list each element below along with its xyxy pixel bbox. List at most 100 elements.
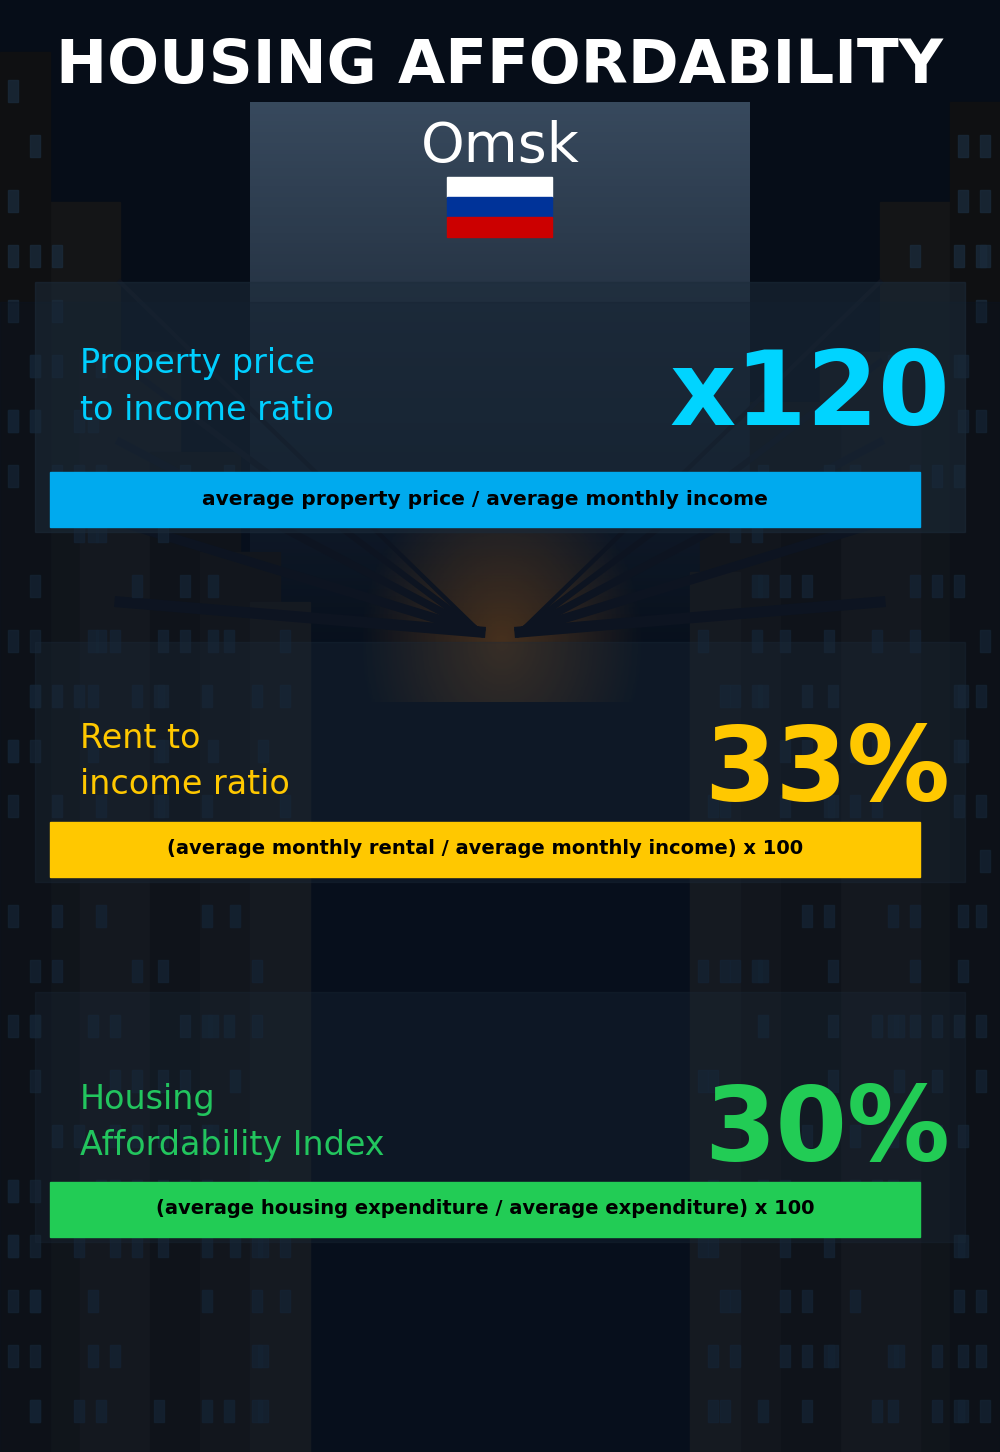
Bar — [96, 796, 106, 817]
Bar — [976, 1070, 986, 1092]
Bar — [0, 202, 120, 1452]
Bar — [780, 630, 790, 652]
Bar — [132, 1180, 142, 1202]
Bar — [30, 741, 40, 762]
Bar — [802, 1345, 812, 1366]
Bar — [35, 642, 965, 881]
Bar — [180, 575, 190, 597]
Bar — [208, 630, 218, 652]
Bar — [980, 135, 990, 157]
Bar — [74, 1400, 84, 1422]
Text: x120: x120 — [669, 347, 950, 447]
Bar — [8, 301, 18, 322]
Bar — [52, 796, 62, 817]
Bar — [208, 575, 218, 597]
Bar — [802, 849, 812, 873]
Bar — [910, 245, 920, 267]
Bar — [828, 796, 838, 817]
Bar — [958, 1236, 968, 1257]
Bar — [150, 452, 240, 1452]
Bar — [280, 685, 290, 707]
Bar — [52, 849, 62, 873]
Bar — [30, 1289, 40, 1313]
Bar — [954, 245, 964, 267]
Bar — [132, 849, 142, 873]
Bar — [824, 905, 834, 926]
Bar — [872, 741, 882, 762]
Bar — [980, 190, 990, 212]
Bar — [88, 1345, 98, 1366]
Bar — [96, 905, 106, 926]
Bar — [780, 1289, 790, 1313]
Bar — [132, 1236, 142, 1257]
Bar — [8, 190, 18, 212]
Bar — [752, 741, 762, 762]
Bar — [958, 960, 968, 982]
Bar — [910, 465, 920, 486]
Text: 30%: 30% — [704, 1082, 950, 1182]
Bar — [720, 685, 730, 707]
Bar — [872, 1180, 882, 1202]
Bar — [950, 102, 1000, 1452]
Bar — [828, 1345, 838, 1366]
Bar — [110, 1070, 120, 1092]
Bar — [708, 1345, 718, 1366]
Bar — [252, 1345, 262, 1366]
Bar — [224, 1400, 234, 1422]
Bar — [30, 685, 40, 707]
Bar — [976, 1015, 986, 1037]
Bar — [258, 1400, 268, 1422]
Text: (average monthly rental / average monthly income) x 100: (average monthly rental / average monthl… — [167, 839, 803, 858]
Bar — [50, 1182, 920, 1237]
Bar — [958, 741, 968, 762]
Bar — [52, 1125, 62, 1147]
Bar — [202, 1400, 212, 1422]
Bar — [932, 1400, 942, 1422]
Bar — [980, 245, 990, 267]
Bar — [96, 520, 106, 542]
Bar — [758, 575, 768, 597]
Bar — [850, 1180, 860, 1202]
Bar — [202, 1180, 212, 1202]
Bar — [208, 741, 218, 762]
Bar — [980, 1400, 990, 1422]
Bar — [802, 741, 812, 762]
Bar — [708, 1236, 718, 1257]
Bar — [252, 960, 262, 982]
Bar — [976, 685, 986, 707]
Bar — [74, 520, 84, 542]
Bar — [88, 520, 98, 542]
Bar — [958, 1345, 968, 1366]
Bar — [758, 960, 768, 982]
Bar — [828, 685, 838, 707]
Bar — [158, 685, 168, 707]
Bar — [154, 1400, 164, 1422]
Bar — [932, 575, 942, 597]
Bar — [850, 465, 860, 486]
Bar — [154, 685, 164, 707]
Bar — [202, 796, 212, 817]
Bar — [158, 1125, 168, 1147]
Bar — [258, 1236, 268, 1257]
Bar — [158, 796, 168, 817]
Bar — [30, 1070, 40, 1092]
Bar — [52, 905, 62, 926]
Bar — [730, 960, 740, 982]
Bar — [708, 1070, 718, 1092]
Bar — [252, 1400, 262, 1422]
Bar — [828, 1015, 838, 1037]
Bar — [8, 796, 18, 817]
Bar — [180, 1180, 190, 1202]
Bar — [202, 1015, 212, 1037]
Bar — [954, 1400, 964, 1422]
Bar — [894, 849, 904, 873]
Bar — [50, 822, 920, 877]
Bar — [96, 465, 106, 486]
Bar — [894, 1070, 904, 1092]
Bar — [698, 849, 708, 873]
Bar — [8, 1236, 18, 1257]
Bar — [8, 1289, 18, 1313]
Bar — [252, 1015, 262, 1037]
Bar — [824, 796, 834, 817]
Bar — [447, 177, 552, 197]
